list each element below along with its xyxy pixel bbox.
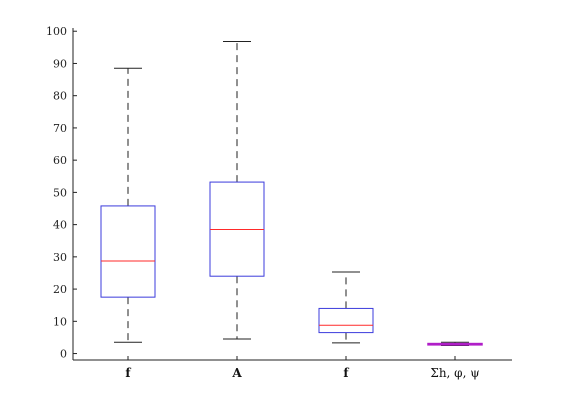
axes: 0 10 20 30 40 50 60 70 80 90 100	[46, 25, 512, 361]
y-tick-label: 30	[53, 251, 67, 264]
y-tick-label: 70	[53, 122, 67, 135]
category-label-4: Σh, φ, ψ	[430, 366, 479, 380]
y-tick-label: 10	[53, 315, 67, 328]
category-label-2: A	[231, 366, 242, 380]
category-label-3: f	[343, 366, 349, 380]
iqr-box	[318, 307, 374, 334]
box-3	[318, 271, 374, 344]
y-tick-label: 80	[53, 90, 67, 103]
y-tick-label: 50	[53, 186, 67, 199]
box-group	[100, 41, 483, 346]
y-tick-label: 100	[46, 25, 67, 38]
y-tick-label: 40	[53, 219, 67, 232]
y-tick-label: 60	[53, 154, 67, 167]
iqr-box	[100, 205, 156, 298]
category-label-1: f	[125, 366, 131, 380]
y-tick-label: 0	[60, 348, 67, 361]
y-tick-label: 90	[53, 57, 67, 70]
box-4	[427, 341, 483, 346]
box-1	[100, 67, 156, 343]
y-tick-label: 20	[53, 283, 67, 296]
box-2	[209, 41, 265, 340]
